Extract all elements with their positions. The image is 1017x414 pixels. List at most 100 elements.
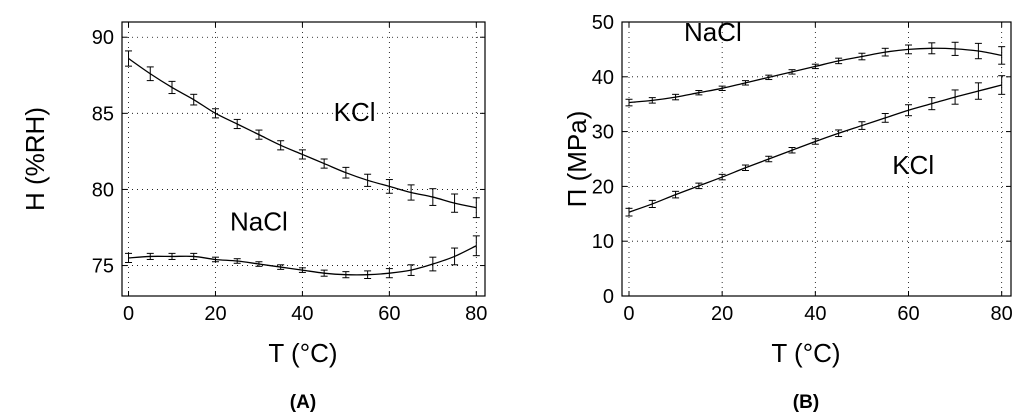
series-label-kcl-a: KCl [334,97,376,127]
x-tick-label-b: 0 [623,303,634,325]
error-bar-nacl-a [146,252,154,260]
axes-box-a [121,21,486,297]
error-bar-kcl-a [407,184,415,201]
y-tick-label-b: 30 [592,122,614,144]
error-bar-kcl-a [233,118,241,130]
error-bar-nacl-a [342,271,350,279]
error-bar-nacl-a [364,270,372,279]
marks-b: NaCl KCl [625,17,1006,217]
error-bar-kcl-a [472,197,480,219]
x-axis-label-b: T (°C) [771,338,840,368]
panel-a: 0 20 40 60 80 75 80 85 90 KCl NaCl T (°C) H (%RH)… [20,21,487,413]
panel-label-a: (A) [290,392,316,413]
error-bar-nacl-b [625,98,633,107]
x-tick-label-a: 60 [378,303,400,325]
series-line-kcl-a [128,57,477,209]
error-bar-nacl-b [998,46,1006,65]
error-bar-nacl-b [974,42,982,60]
error-bar-kcl-a [298,149,306,160]
error-bar-kcl-a [190,93,198,106]
ticks-a: 0 20 40 60 80 75 80 85 90 [92,22,487,325]
y-axis-label-a: H (%RH) [20,107,50,211]
grid-a [122,22,485,296]
error-bar-kcl-a [320,158,328,169]
error-bar-nacl-a [277,264,285,270]
x-tick-label-b: 60 [897,303,919,325]
error-bar-nacl-a [255,261,263,267]
y-tick-label-a: 75 [92,256,114,278]
error-bar-nacl-b [648,97,656,104]
axes-box-b [621,21,1012,297]
error-bar-nacl-b [835,57,843,65]
error-bar-nacl-b [765,74,773,81]
y-axis-label-b: Π (MPa) [562,111,592,208]
x-tick-label-b: 80 [991,303,1013,325]
error-bar-nacl-a [472,235,480,257]
error-bar-kcl-b [974,82,982,100]
error-bar-kcl-a [146,66,154,82]
error-bar-kcl-b [905,104,913,117]
error-bar-kcl-a [342,166,350,179]
panel-label-b: (B) [793,392,819,413]
x-axis-label-a: T (°C) [268,338,337,368]
error-bar-kcl-b [625,207,633,217]
error-bar-nacl-a [168,252,176,260]
error-bar-kcl-a [168,80,176,95]
error-bar-nacl-b [928,42,936,55]
error-bar-kcl-b [835,129,843,138]
error-bar-kcl-b [695,182,703,190]
error-bar-kcl-a [277,140,285,151]
y-tick-label-b: 10 [592,231,614,253]
error-bar-nacl-b [788,69,796,75]
error-bar-nacl-a [211,256,219,263]
x-tick-label-a: 40 [291,303,313,325]
error-bar-kcl-b [951,89,959,105]
y-tick-label-b: 50 [592,12,614,34]
series-label-kcl-b: KCl [892,150,934,180]
y-tick-label-b: 40 [592,67,614,89]
error-bar-nacl-b [718,85,726,91]
error-bar-kcl-b [672,190,680,199]
error-bar-nacl-b [951,41,959,56]
error-bar-nacl-a [233,258,241,264]
error-bar-nacl-a [451,247,459,266]
series-line-kcl-b [628,84,1002,213]
error-bar-kcl-a [385,179,393,194]
ticks-b: 0 20 40 60 80 0 10 20 30 40 50 [592,12,1013,325]
error-bar-nacl-a [320,269,328,277]
grid-b [622,21,1011,297]
error-bar-kcl-a [125,50,133,67]
error-bar-kcl-a [211,108,219,119]
error-bar-kcl-a [429,188,437,206]
x-tick-label-a: 20 [204,303,226,325]
error-bar-nacl-b [881,47,889,57]
series-label-nacl-a: NaCl [230,207,288,237]
error-bar-nacl-a [298,267,306,273]
error-bar-nacl-b [811,63,819,70]
error-bar-kcl-b [928,97,936,111]
error-bar-kcl-a [451,193,459,213]
panel-b: 0 20 40 60 80 0 10 20 30 40 50 NaCl KCl T (°C) Π (M… [562,12,1013,413]
x-tick-label-a: 80 [465,303,487,325]
error-bar-nacl-a [407,264,415,276]
marks-a: KCl NaCl [125,50,480,279]
y-tick-label-b: 0 [603,286,614,308]
error-bar-nacl-b [695,90,703,96]
y-tick-label-a: 85 [92,103,114,125]
error-bar-kcl-b [998,75,1006,95]
series-line-nacl-b [628,47,1002,104]
error-bar-kcl-b [811,138,819,145]
error-bar-nacl-a [125,252,133,264]
error-bar-nacl-b [672,93,680,101]
x-tick-label-b: 40 [804,303,826,325]
error-bar-kcl-b [788,146,796,154]
x-tick-label-b: 20 [711,303,733,325]
error-bar-kcl-b [858,121,866,130]
y-tick-label-b: 20 [592,176,614,198]
error-bar-kcl-b [648,199,656,208]
y-tick-label-a: 90 [92,27,114,49]
error-bar-nacl-a [190,252,198,260]
y-tick-label-a: 80 [92,179,114,201]
error-bar-kcl-a [364,173,372,187]
